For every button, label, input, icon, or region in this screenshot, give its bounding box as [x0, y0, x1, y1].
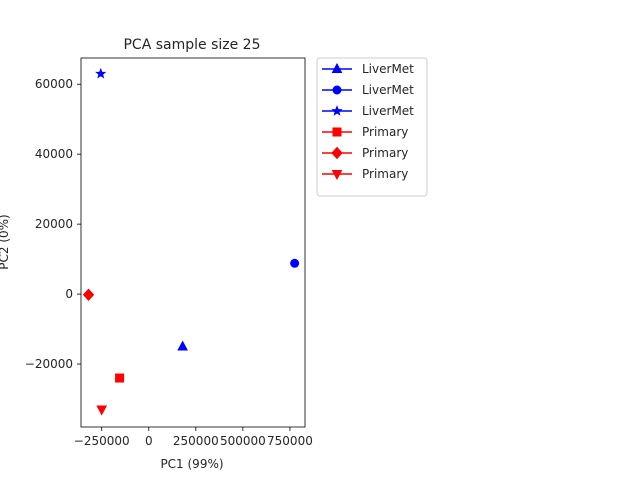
y-tick-label: 40000	[35, 147, 73, 161]
legend-marker	[331, 146, 343, 160]
legend-marker	[331, 170, 343, 181]
y-axis-label: PC2 (0%)	[0, 214, 11, 269]
legend-label: LiverMet	[362, 83, 414, 97]
legend: LiverMet LiverMet LiverMet Primary Primary Pr…	[316, 57, 428, 197]
y-tick-label: 0	[65, 287, 73, 301]
legend-label: LiverMet	[362, 104, 414, 118]
data-point-triangle-down	[96, 405, 108, 416]
legend-label: Primary	[362, 146, 408, 160]
legend-label: Primary	[362, 167, 408, 181]
data-point-diamond	[82, 288, 95, 302]
plot-area: −250000 0 250000 500000 750000 −20000 0 20000 40…	[25, 57, 313, 448]
data-point-circle	[290, 258, 300, 268]
data-point-triangle-up	[177, 340, 188, 351]
y-tick-label: 20000	[35, 217, 73, 231]
x-tick-label: 500000	[220, 434, 266, 448]
data-point-square	[115, 373, 125, 383]
legend-marker	[332, 85, 342, 95]
legend-marker	[331, 105, 343, 116]
x-axis-label: PC1 (99%)	[160, 457, 223, 471]
legend-marker	[332, 127, 342, 137]
data-point-star	[95, 67, 107, 79]
x-tick-label: 0	[145, 434, 153, 448]
legend-box	[316, 57, 428, 197]
y-tick-label: −20000	[25, 357, 73, 371]
x-tick-label: 750000	[267, 434, 313, 448]
plot-frame	[80, 57, 306, 428]
legend-marker	[331, 62, 343, 73]
chart-title: PCA sample size 25	[123, 37, 260, 53]
x-tick-label: 250000	[173, 434, 219, 448]
y-tick-label: 60000	[35, 77, 73, 91]
x-tick-label: −250000	[74, 434, 130, 448]
legend-label: LiverMet	[362, 62, 414, 76]
legend-label: Primary	[362, 125, 408, 139]
